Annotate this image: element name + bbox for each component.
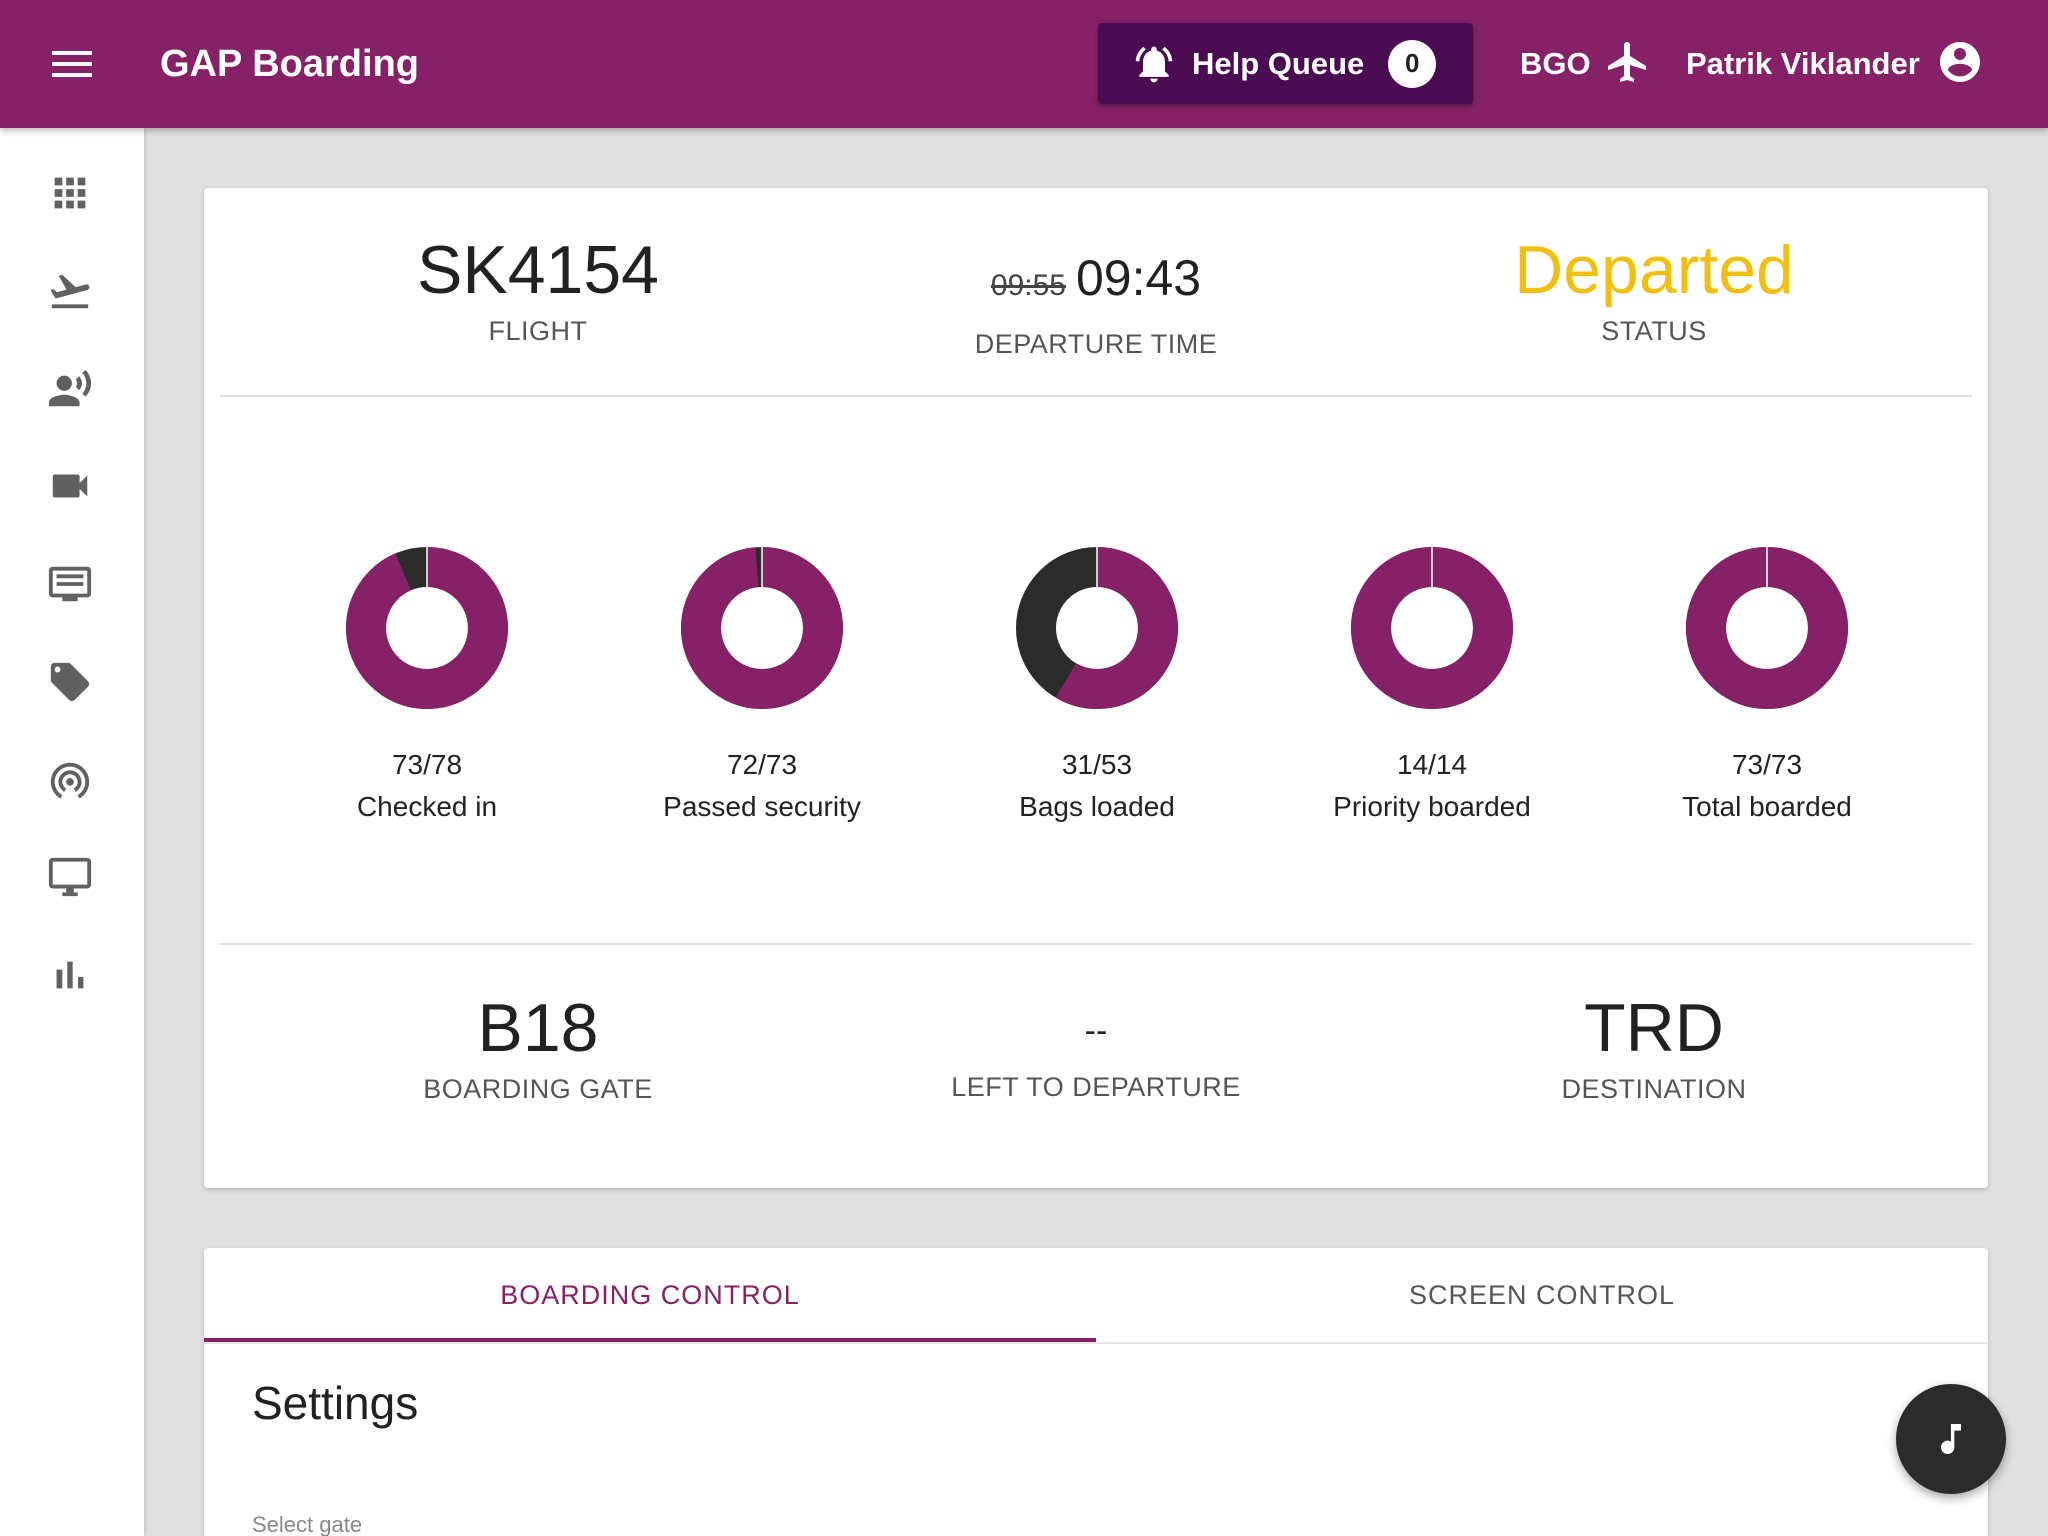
stat-ratio: 73/78 [391,749,463,780]
tab-boarding-control[interactable]: BOARDING CONTROL [500,1279,800,1310]
sidebar-item-screens[interactable] [36,845,104,909]
stat-ratio: 72/73 [726,749,798,780]
destination: TRD [1584,990,1724,1066]
stat-label: Total boarded [1682,791,1852,822]
tab-screen-control[interactable]: SCREEN CONTROL [1408,1279,1676,1310]
sidebar-item-statistics[interactable] [36,943,104,1007]
stat-donut-block: 72/73 Passed security [602,546,922,824]
gate-block: B18 BOARDING GATE [258,988,818,1105]
label-tag-icon [50,662,90,702]
sidebar-item-flights[interactable] [36,259,104,323]
flight-overview-card: SK4154 FLIGHT 09:55 09:43 DEPARTURE TIME … [204,188,1988,1188]
airport-code[interactable]: BGO [1520,46,1591,81]
left-to-departure-label: LEFT TO DEPARTURE [951,1072,1241,1102]
sidebar-item-cameras[interactable] [36,454,104,518]
left-to-departure-block: -- LEFT TO DEPARTURE [816,996,1376,1103]
tab-divider [204,1342,1988,1344]
airplane-icon[interactable] [1604,38,1652,86]
menu-button[interactable] [36,36,108,92]
donut-chart [681,547,843,709]
flight-status: Departed [1514,232,1794,308]
active-tab-indicator [204,1338,1096,1342]
settings-heading: Settings [252,1377,419,1429]
donut-chart [1686,547,1848,709]
stat-donut-block: 73/73 Total boarded [1607,546,1927,824]
sidebar-item-broadcast[interactable] [36,748,104,812]
user-name[interactable]: Patrik Viklander [1686,46,1920,81]
stat-donut-block: 31/53 Bags loaded [937,546,1257,824]
sidebar-nav [0,128,144,1536]
scheduled-departure-time: 09:55 [990,269,1066,302]
sidebar-item-announcements[interactable] [36,357,104,421]
stat-donut-block: 73/78 Checked in [267,546,587,824]
boarding-gate: B18 [477,990,599,1066]
videocam-icon [52,474,88,498]
desktop-monitor-icon [48,857,92,897]
stat-label: Passed security [663,791,861,822]
departure-time-block: 09:55 09:43 DEPARTURE TIME [816,240,1376,360]
departure-time-label: DEPARTURE TIME [974,329,1218,359]
stat-ratio: 31/53 [1061,749,1133,780]
divider [220,395,1972,397]
record-voice-icon [48,369,92,407]
stat-label: Bags loaded [1019,791,1175,822]
music-fab-button[interactable] [1896,1384,2006,1494]
flight-number: SK4154 [417,232,659,308]
left-to-departure-value: -- [1084,1012,1108,1050]
destination-block: TRD DESTINATION [1374,988,1934,1105]
flight-number-label: FLIGHT [488,316,588,346]
apps-grid-icon [54,177,86,209]
stat-label: Priority boarded [1333,791,1531,822]
status-label: STATUS [1601,316,1707,346]
control-tabs-card: BOARDING CONTROL SCREEN CONTROL Settings… [204,1248,1988,1536]
flight-takeoff-icon [50,274,90,309]
divider [220,943,1972,945]
music-note-icon [1941,1424,1961,1454]
stat-ratio: 14/14 [1396,749,1468,780]
featured-list-icon [48,566,92,602]
app-title: GAP Boarding [160,43,419,85]
status-block: Departed STATUS [1374,230,1934,347]
help-queue-button[interactable]: Help Queue 0 [1098,23,1473,104]
stat-label: Checked in [356,791,498,822]
destination-label: DESTINATION [1561,1074,1747,1104]
actual-departure-time: 09:43 [1075,250,1202,306]
stat-ratio: 73/73 [1731,749,1803,780]
bell-alert-icon [1135,46,1173,82]
top-app-bar: GAP Boarding Help Queue 0 BGO Patrik Vik… [0,0,2048,128]
bar-chart-icon [56,961,84,989]
sidebar-item-lists[interactable] [36,552,104,616]
donut-chart [1351,547,1513,709]
stat-donut-block: 14/14 Priority boarded [1272,546,1592,824]
help-queue-count-badge: 0 [1388,39,1437,88]
donut-chart [346,547,508,709]
wifi-tethering-icon [50,762,90,799]
help-queue-label: Help Queue [1192,45,1365,81]
select-gate-field[interactable]: Select gate [252,1512,363,1536]
sidebar-item-dashboard[interactable] [36,161,104,225]
flight-number-block: SK4154 FLIGHT [258,230,818,347]
boarding-gate-label: BOARDING GATE [423,1074,653,1104]
hamburger-menu-icon [52,51,92,77]
sidebar-item-tags[interactable] [36,650,104,714]
account-circle-icon[interactable] [1936,38,1984,86]
donut-chart [1016,547,1178,709]
